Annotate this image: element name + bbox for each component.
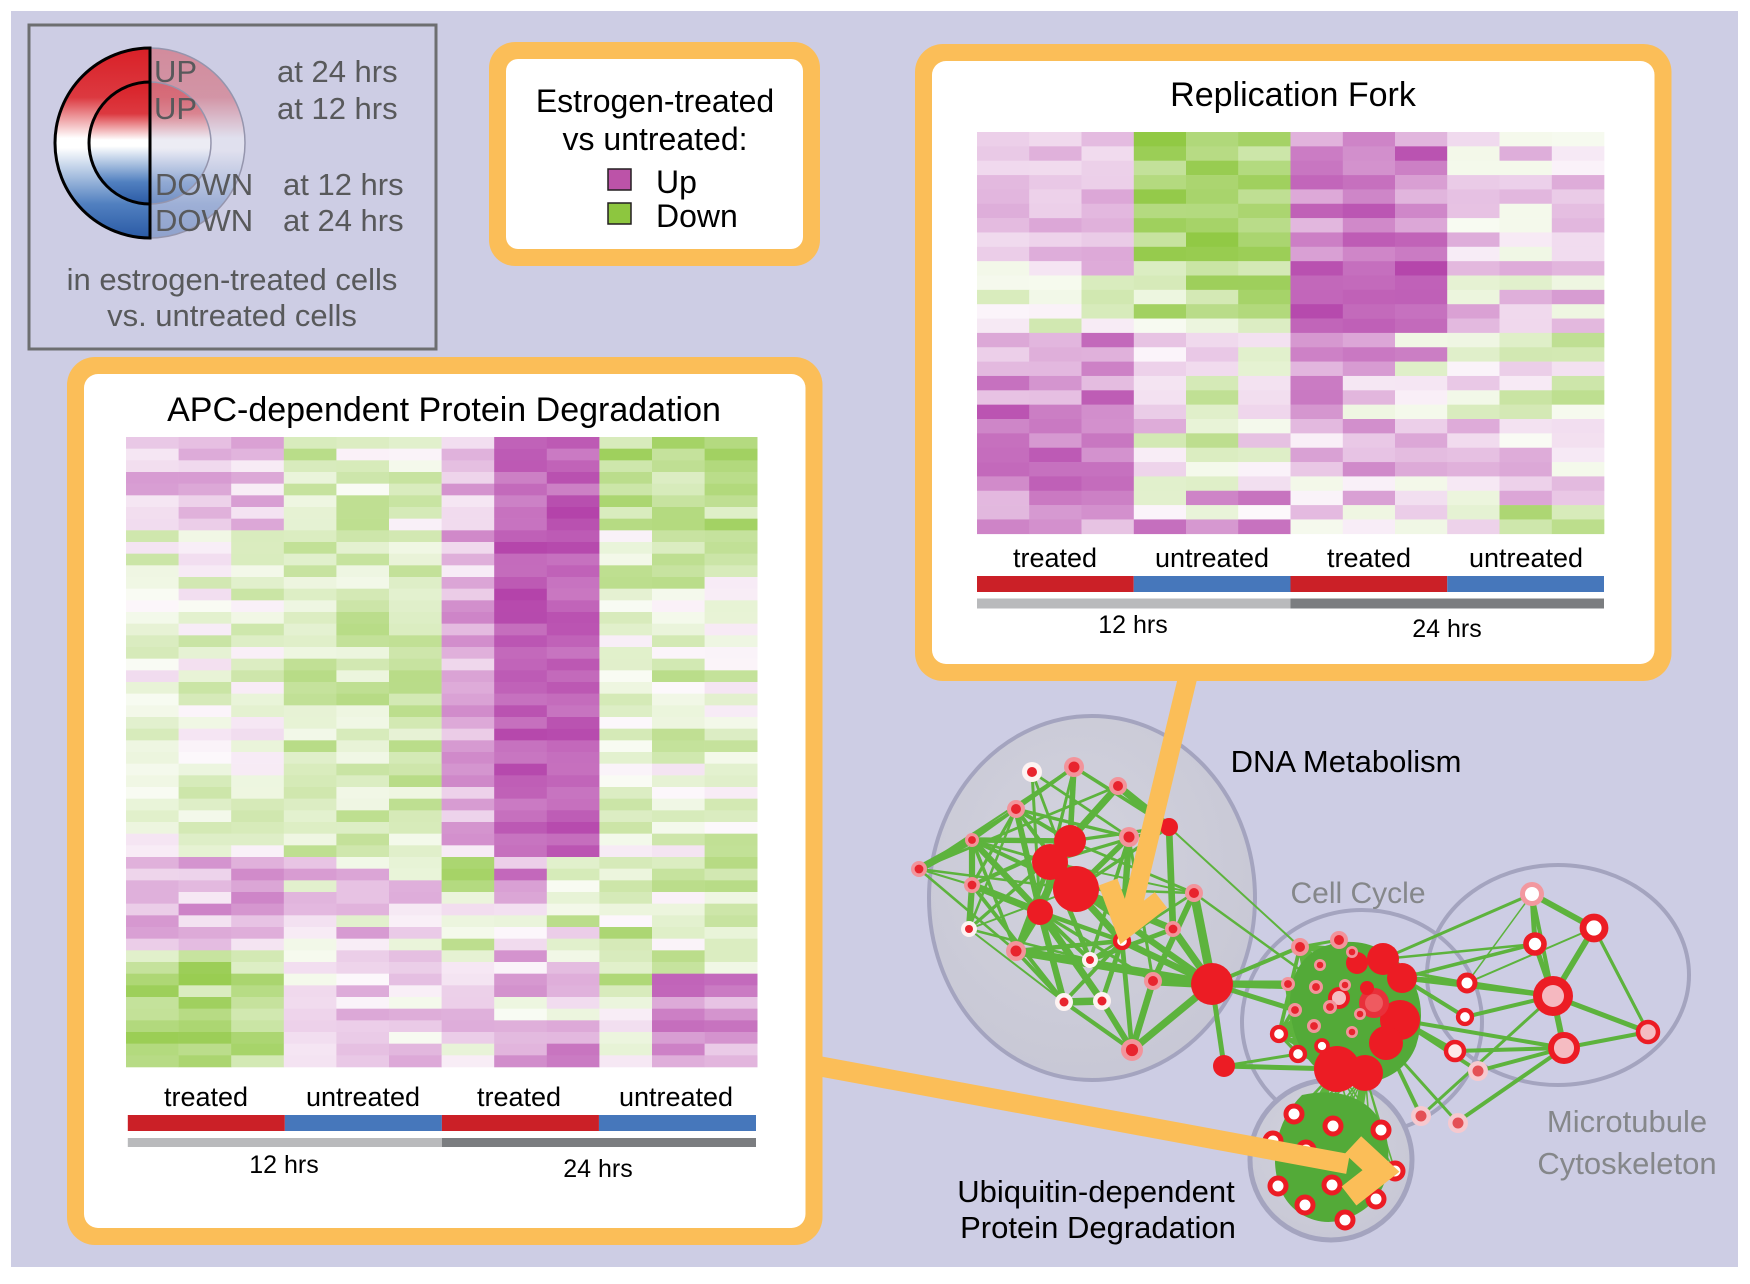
svg-text:24 hrs: 24 hrs	[1412, 615, 1481, 643]
svg-text:vs untreated:: vs untreated:	[563, 121, 748, 157]
svg-text:Up: Up	[656, 164, 697, 200]
svg-text:untreated: untreated	[1155, 543, 1269, 573]
svg-text:APC-dependent Protein Degradat: APC-dependent Protein Degradation	[167, 391, 721, 429]
svg-text:in estrogen-treated cells: in estrogen-treated cells	[67, 262, 398, 297]
svg-text:vs. untreated cells: vs. untreated cells	[107, 298, 357, 333]
svg-text:at 12 hrs: at 12 hrs	[283, 167, 404, 202]
svg-text:DOWN: DOWN	[155, 167, 253, 202]
svg-text:untreated: untreated	[1469, 543, 1583, 573]
svg-text:at 24 hrs: at 24 hrs	[283, 203, 404, 238]
svg-text:DNA Metabolism: DNA Metabolism	[1231, 744, 1462, 779]
svg-text:treated: treated	[1327, 543, 1411, 573]
svg-text:untreated: untreated	[619, 1082, 733, 1112]
svg-text:treated: treated	[477, 1082, 561, 1112]
svg-text:Microtubule: Microtubule	[1547, 1104, 1707, 1139]
svg-text:Cytoskeleton: Cytoskeleton	[1537, 1146, 1716, 1181]
svg-text:untreated: untreated	[306, 1082, 420, 1112]
svg-text:at 24 hrs: at 24 hrs	[277, 54, 398, 89]
svg-text:treated: treated	[164, 1082, 248, 1112]
svg-text:24 hrs: 24 hrs	[563, 1155, 632, 1183]
svg-text:12 hrs: 12 hrs	[1098, 611, 1167, 639]
svg-text:Cell Cycle: Cell Cycle	[1290, 877, 1425, 910]
svg-text:at 12 hrs: at 12 hrs	[277, 91, 398, 126]
svg-text:UP: UP	[154, 91, 197, 126]
svg-text:Ubiquitin-dependent: Ubiquitin-dependent	[957, 1174, 1235, 1209]
svg-text:Estrogen-treated: Estrogen-treated	[536, 83, 774, 119]
svg-text:Down: Down	[656, 198, 738, 234]
svg-text:Protein Degradation: Protein Degradation	[960, 1210, 1236, 1245]
svg-text:12 hrs: 12 hrs	[249, 1151, 318, 1179]
svg-text:UP: UP	[154, 54, 197, 89]
svg-text:treated: treated	[1013, 543, 1097, 573]
svg-text:DOWN: DOWN	[155, 203, 253, 238]
svg-text:Replication Fork: Replication Fork	[1170, 76, 1417, 114]
